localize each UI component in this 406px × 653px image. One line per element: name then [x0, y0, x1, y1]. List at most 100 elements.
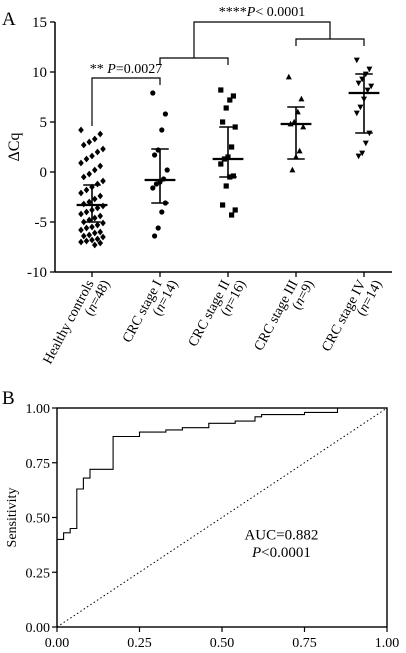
x-tick-label: 0.50: [210, 636, 235, 651]
data-point: [368, 83, 375, 90]
data-point: [91, 135, 98, 143]
data-point: [220, 119, 226, 125]
data-point: [86, 170, 93, 178]
data-point: [83, 237, 90, 245]
y-tick-label: -10: [27, 265, 47, 281]
data-point: [353, 110, 360, 117]
x-tick-label: 0.75: [292, 636, 317, 651]
significance-bracket: [91, 77, 161, 126]
data-point: [220, 202, 226, 208]
y-tick-label: 0.25: [26, 566, 51, 581]
y-tick-label: 0.50: [26, 512, 51, 527]
significance-label: ****P< 0.0001: [219, 5, 305, 20]
data-point: [300, 123, 307, 130]
roc-chart: 0.00 0.25 0.50 0.75 1.00 0.00 0.25 0.50 0.75 1.00…: [5, 402, 399, 651]
data-point: [97, 228, 104, 236]
data-point: [353, 57, 360, 64]
data-point: [97, 192, 104, 200]
y-tick-label: 15: [32, 15, 47, 31]
x-tick-label: Healthy controls: [41, 278, 98, 367]
data-point: [227, 97, 233, 103]
data-point: [150, 185, 156, 191]
significance-label: ** P=0.0027: [90, 62, 162, 77]
data-point: [100, 145, 106, 153]
x-tick-label: CRC stage III: [252, 278, 302, 354]
data-point: [357, 104, 364, 111]
data-point: [86, 198, 93, 206]
data-point: [78, 238, 84, 246]
y-tick-label: 1.00: [26, 402, 51, 417]
data-point: [94, 180, 101, 188]
data-point: [91, 229, 98, 237]
data-point: [152, 152, 158, 158]
y-axis-label: Sensitivity: [5, 488, 20, 548]
data-point: [223, 183, 229, 189]
significance-bracket: [193, 21, 331, 58]
data-point: [159, 127, 165, 133]
y-tick-label: 0.00: [26, 621, 51, 636]
data-point: [359, 150, 366, 157]
data-point: [364, 87, 371, 94]
y-tick-label: 10: [32, 65, 47, 81]
group-bracket-right: [295, 38, 365, 46]
x-tick-label: 0.25: [127, 636, 152, 651]
data-point: [89, 152, 95, 160]
data-point: [86, 138, 93, 146]
data-point: [218, 161, 224, 167]
data-point: [80, 232, 87, 240]
data-point: [223, 105, 229, 111]
data-point: [230, 173, 236, 179]
data-point: [83, 224, 90, 232]
data-point: [83, 155, 90, 163]
panel-b-letter: B: [2, 388, 15, 409]
data-point: [78, 159, 84, 167]
data-point: [80, 141, 87, 149]
y-tick-label: -5: [35, 215, 48, 231]
data-point: [91, 195, 98, 203]
data-point: [232, 207, 238, 213]
data-point: [100, 177, 106, 185]
data-point: [229, 212, 235, 218]
data-point: [289, 166, 296, 173]
data-point: [97, 130, 104, 138]
data-point: [97, 212, 104, 220]
data-point: [80, 173, 87, 181]
data-point: [89, 223, 95, 231]
data-point: [159, 209, 165, 215]
y-axis-label: ΔCq: [6, 133, 23, 162]
data-point: [296, 147, 303, 154]
data-point: [78, 226, 84, 234]
data-point: [218, 87, 224, 93]
data-point: [83, 208, 90, 216]
data-point: [91, 166, 98, 174]
data-point: [355, 80, 362, 87]
group-bracket-left: [159, 57, 229, 65]
data-point: [94, 204, 101, 212]
data-point: [100, 219, 106, 227]
data-point: [91, 241, 98, 249]
data-point: [362, 140, 369, 147]
reference-diagonal: [56, 407, 388, 628]
auc-label: AUC=0.882: [244, 527, 318, 543]
roc-curve: [56, 407, 387, 627]
y-tick-label: 0.75: [26, 457, 51, 472]
data-point: [97, 162, 104, 170]
data-point: [94, 148, 101, 156]
data-point: [150, 90, 156, 96]
y-tick-label: 5: [40, 115, 48, 131]
data-point: [153, 181, 159, 187]
data-point: [285, 73, 292, 80]
data-point: [83, 186, 90, 194]
data-point: [355, 153, 362, 160]
p-value-label: P<0.0001: [251, 545, 311, 561]
data-point: [78, 210, 84, 218]
data-point: [230, 93, 236, 99]
x-tick-label: 1.00: [375, 636, 400, 651]
data-point: [94, 235, 101, 243]
data-point: [97, 239, 104, 247]
data-point: [229, 144, 235, 150]
data-point: [94, 221, 101, 229]
data-point: [164, 167, 170, 173]
